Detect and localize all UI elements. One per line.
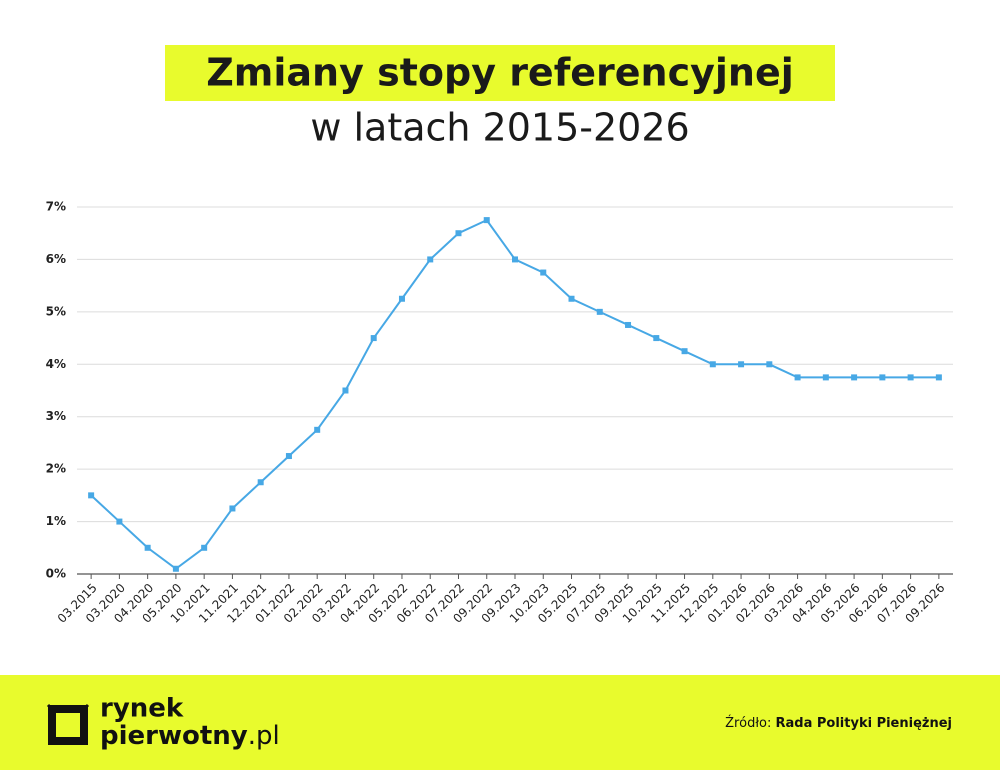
point	[512, 256, 518, 263]
point	[709, 361, 716, 368]
point	[455, 230, 462, 237]
point	[879, 374, 886, 381]
y-tick-label: 3%	[46, 409, 66, 423]
point	[370, 335, 377, 342]
point	[314, 426, 321, 433]
point	[851, 374, 858, 381]
line	[90, 218, 939, 571]
point	[540, 269, 547, 276]
point	[794, 374, 801, 381]
y-tick-label: 5%	[46, 304, 66, 318]
logo-text: pierwotny	[100, 721, 248, 751]
logo-text: rynek	[100, 694, 184, 724]
point	[229, 505, 236, 512]
logo-suffix: .pl	[248, 721, 280, 751]
point	[398, 295, 405, 302]
point	[342, 387, 349, 394]
title-highlight	[165, 45, 835, 101]
point	[935, 374, 942, 381]
point	[596, 308, 603, 315]
point	[144, 544, 151, 551]
chart-title: Zmiany stopy referencyjnej	[206, 51, 794, 95]
y-tick-label: 6%	[46, 252, 66, 266]
point	[625, 321, 632, 328]
point	[88, 492, 95, 499]
point	[568, 295, 575, 302]
chart-subtitle: w latach 2015-2026	[310, 106, 689, 150]
y-tick-label: 0%	[46, 567, 66, 581]
point	[257, 479, 264, 486]
point	[483, 217, 490, 224]
point	[681, 348, 688, 355]
point	[116, 518, 123, 525]
source-name: Rada Polityki Pieniężnej	[776, 716, 953, 731]
logo-text: pierwotny.pl	[100, 721, 280, 751]
point	[766, 361, 773, 368]
point	[427, 256, 434, 263]
y-tick-label: 7%	[46, 200, 66, 214]
logo-icon	[46, 703, 90, 745]
point	[201, 544, 208, 551]
y-tick-label: 4%	[46, 357, 66, 371]
point	[285, 453, 292, 460]
point	[738, 361, 745, 368]
footer-band	[0, 675, 1000, 770]
y-tick-label: 2%	[46, 462, 66, 476]
point	[907, 374, 914, 381]
source-label: Źródło:	[725, 715, 771, 731]
point	[822, 374, 829, 381]
source: Źródło: Rada Polityki Pieniężnej	[725, 715, 952, 731]
point	[653, 335, 660, 342]
point	[172, 565, 179, 572]
y-tick-label: 1%	[46, 514, 66, 528]
